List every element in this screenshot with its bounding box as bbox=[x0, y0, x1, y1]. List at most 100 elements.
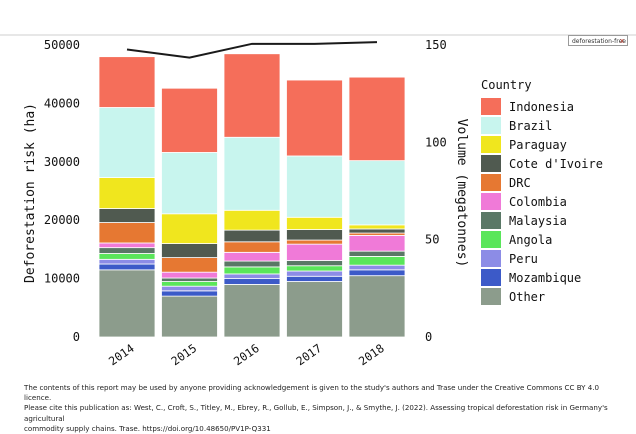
legend-swatch-angola bbox=[481, 231, 501, 248]
y2-tick-label: 150 bbox=[425, 38, 447, 52]
bar-segment-angola-2017 bbox=[286, 265, 343, 272]
bar-segment-colombia-2016 bbox=[223, 251, 281, 262]
legend-swatch-cote-d-ivoire bbox=[481, 155, 501, 172]
legend-label-mozambique: Mozambique bbox=[509, 271, 581, 285]
bar-segment-cote-d-ivoire-2015 bbox=[161, 243, 218, 258]
bar-segment-colombia-2018 bbox=[348, 234, 406, 252]
bar-segment-other-2015 bbox=[161, 295, 218, 338]
legend-swatch-colombia bbox=[481, 193, 501, 210]
legend-label-brazil: Brazil bbox=[509, 119, 552, 133]
legend-label-drc: DRC bbox=[509, 176, 531, 190]
bar-segment-malaysia-2014 bbox=[98, 247, 156, 254]
bar-segment-drc-2014 bbox=[98, 222, 156, 244]
bar-segment-other-2014 bbox=[98, 269, 156, 338]
legend-label-peru: Peru bbox=[509, 252, 538, 266]
legend-swatch-drc bbox=[481, 174, 501, 191]
bar-segment-mozambique-2018 bbox=[348, 269, 406, 277]
bar-segment-angola-2014 bbox=[98, 253, 156, 260]
x-tick-label: 2014 bbox=[106, 341, 137, 368]
bar-segment-colombia-2017 bbox=[286, 243, 343, 261]
bar-segment-malaysia-2016 bbox=[223, 260, 281, 268]
bar-segment-cote-d-ivoire-2016 bbox=[223, 229, 281, 243]
bar-segment-paraguay-2015 bbox=[161, 213, 218, 244]
bar-segment-other-2018 bbox=[348, 275, 406, 338]
y-tick-label: 20000 bbox=[44, 213, 80, 227]
bar-segment-cote-d-ivoire-2017 bbox=[286, 229, 343, 241]
bar-segment-angola-2016 bbox=[223, 266, 281, 275]
bar-segment-brazil-2017 bbox=[286, 155, 343, 218]
bar-segment-brazil-2018 bbox=[348, 160, 406, 226]
bar-segment-peru-2015 bbox=[161, 285, 218, 292]
legend-label-cote-d-ivoire: Cote d'Ivoire bbox=[509, 157, 603, 171]
y-tick-label: 30000 bbox=[44, 155, 80, 169]
bar-segment-colombia-2014 bbox=[98, 242, 156, 249]
x-tick-label: 2017 bbox=[293, 341, 324, 368]
y-tick-label: 40000 bbox=[44, 96, 80, 110]
search-chip[interactable]: deforestation-free x bbox=[568, 35, 628, 46]
bar-segment-colombia-2015 bbox=[161, 271, 218, 279]
y-tick-label: 50000 bbox=[44, 38, 80, 52]
bar-segment-mozambique-2017 bbox=[286, 275, 343, 282]
legend-swatch-peru bbox=[481, 250, 501, 267]
bar-segment-brazil-2015 bbox=[161, 152, 218, 215]
bar-segment-indonesia-2014 bbox=[98, 56, 156, 108]
y2-tick-label: 100 bbox=[425, 135, 447, 149]
bars-layer bbox=[98, 53, 406, 338]
footnote-line: commodity supply chains. Trase. https://… bbox=[24, 423, 271, 433]
x-tick-label: 2018 bbox=[356, 341, 387, 368]
y2-tick-label: 50 bbox=[425, 233, 439, 247]
volume-line bbox=[126, 41, 378, 59]
legend-swatch-indonesia bbox=[481, 98, 501, 115]
x-tick-label: 2016 bbox=[231, 341, 262, 368]
bar-segment-mozambique-2016 bbox=[223, 278, 281, 285]
legend-label-angola: Angola bbox=[509, 233, 552, 247]
y-axis-label: Deforestation risk (ha) bbox=[23, 103, 38, 283]
y2-tick-label: 0 bbox=[425, 330, 432, 344]
bar-segment-malaysia-2015 bbox=[161, 277, 218, 282]
bar-segment-other-2017 bbox=[286, 281, 343, 338]
bar-segment-drc-2016 bbox=[223, 241, 281, 253]
bar-segment-drc-2017 bbox=[286, 239, 343, 245]
bar-segment-brazil-2014 bbox=[98, 107, 156, 178]
legend-label-other: Other bbox=[509, 290, 545, 304]
footnote: The contents of this report may be used … bbox=[24, 383, 614, 434]
y2-axis-label: Volume (megatonnes) bbox=[454, 119, 469, 268]
bar-segment-peru-2018 bbox=[348, 264, 406, 271]
bar-segment-cote-d-ivoire-2018 bbox=[348, 228, 406, 234]
bar-segment-other-2016 bbox=[223, 284, 281, 338]
bar-segment-cote-d-ivoire-2014 bbox=[98, 208, 156, 223]
bar-segment-malaysia-2017 bbox=[286, 260, 343, 267]
y-tick-label: 0 bbox=[73, 330, 80, 344]
y-axis-ticks: 0 10000 20000 30000 40000 50000 bbox=[44, 38, 80, 344]
bar-segment-paraguay-2014 bbox=[98, 177, 156, 209]
close-icon[interactable]: x bbox=[619, 37, 624, 45]
bar-segment-paraguay-2017 bbox=[286, 216, 343, 230]
legend-label-colombia: Colombia bbox=[509, 195, 567, 209]
bar-segment-mozambique-2015 bbox=[161, 290, 218, 297]
y2-axis-ticks: 0 50 100 150 bbox=[425, 38, 447, 344]
legend-swatch-other bbox=[481, 288, 501, 305]
legend-label-indonesia: Indonesia bbox=[509, 100, 574, 114]
bar-segment-indonesia-2018 bbox=[348, 76, 406, 162]
bar-segment-peru-2017 bbox=[286, 270, 343, 277]
footnote-line: The contents of this report may be used … bbox=[24, 383, 600, 403]
search-chip-text: deforestation-free bbox=[572, 38, 626, 45]
legend-title: Country bbox=[481, 78, 532, 92]
bar-segment-mozambique-2014 bbox=[98, 263, 156, 271]
legend-label-paraguay: Paraguay bbox=[509, 138, 567, 152]
bar-segment-angola-2015 bbox=[161, 281, 218, 287]
y-tick-label: 10000 bbox=[44, 272, 80, 286]
bar-segment-drc-2015 bbox=[161, 257, 218, 273]
bar-segment-indonesia-2017 bbox=[286, 79, 343, 157]
legend: Indonesia Brazil Paraguay Cote d'Ivoire DRC C… bbox=[481, 98, 603, 305]
bar-segment-angola-2018 bbox=[348, 256, 406, 266]
bar-segment-brazil-2016 bbox=[223, 136, 281, 211]
bar-segment-indonesia-2016 bbox=[223, 53, 281, 138]
footnote-line: Please cite this publication as: West, C… bbox=[24, 403, 608, 423]
bar-segment-paraguay-2016 bbox=[223, 209, 281, 231]
legend-label-malaysia: Malaysia bbox=[509, 214, 567, 228]
bar-segment-peru-2016 bbox=[223, 273, 281, 280]
x-axis-ticks: 2014 2015 2016 2017 2018 bbox=[106, 341, 387, 368]
legend-swatch-malaysia bbox=[481, 212, 501, 229]
volume-line-layer bbox=[126, 41, 378, 59]
